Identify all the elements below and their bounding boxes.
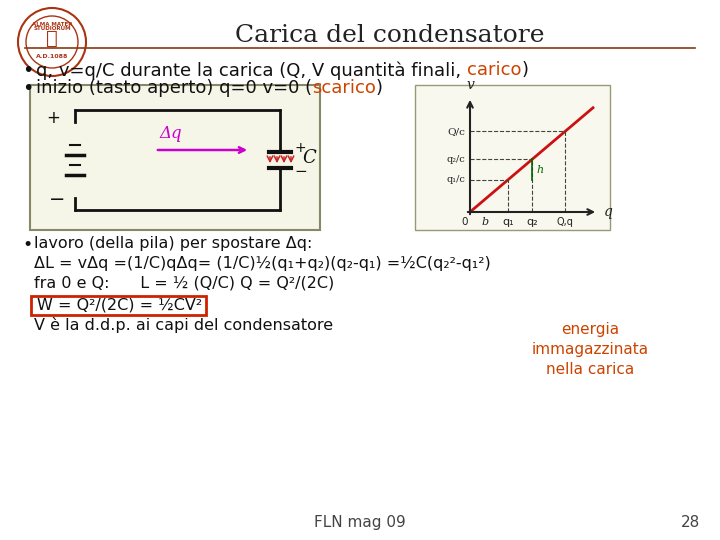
Text: A.D.1088: A.D.1088	[36, 53, 68, 58]
Text: ): )	[521, 61, 528, 79]
Text: b: b	[482, 217, 489, 227]
Text: q₁/c: q₁/c	[446, 176, 465, 184]
Text: q₁: q₁	[502, 217, 514, 227]
Text: •: •	[22, 79, 33, 98]
Text: •: •	[22, 61, 33, 80]
Text: Carica del condensatore: Carica del condensatore	[235, 24, 545, 47]
Text: inizio (tasto aperto) q=0 v=0 (: inizio (tasto aperto) q=0 v=0 (	[36, 79, 312, 97]
Text: ): )	[376, 79, 383, 97]
Text: V è la d.d.p. ai capi del condensatore: V è la d.d.p. ai capi del condensatore	[34, 317, 333, 333]
FancyBboxPatch shape	[31, 296, 206, 315]
Text: ALMA MATER: ALMA MATER	[32, 22, 72, 26]
Text: ΔL = vΔq =(1/C)qΔq= (1/C)½(q₁+q₂)(q₂-q₁) =½C(q₂²-q₁²): ΔL = vΔq =(1/C)qΔq= (1/C)½(q₁+q₂)(q₂-q₁)…	[34, 256, 491, 271]
Text: Q/c: Q/c	[447, 127, 465, 136]
Text: scarico: scarico	[312, 79, 376, 97]
Text: q₂/c: q₂/c	[446, 155, 465, 164]
Text: C: C	[302, 149, 316, 167]
Text: energia
immagazzinata
nella carica: energia immagazzinata nella carica	[531, 322, 649, 376]
Text: Q,q: Q,q	[557, 217, 573, 227]
FancyBboxPatch shape	[30, 85, 320, 230]
Text: •: •	[22, 236, 32, 254]
Text: Δq: Δq	[160, 125, 183, 142]
Text: ⛪: ⛪	[46, 29, 58, 48]
Text: fra 0 e Q:      L = ½ (Q/C) Q = Q²/(2C): fra 0 e Q: L = ½ (Q/C) Q = Q²/(2C)	[34, 275, 334, 290]
Text: +: +	[46, 109, 60, 127]
Text: −: −	[49, 191, 66, 210]
Text: h: h	[536, 165, 543, 174]
FancyBboxPatch shape	[415, 85, 610, 230]
Text: carico: carico	[467, 61, 521, 79]
Text: lavoro (della pila) per spostare Δq:: lavoro (della pila) per spostare Δq:	[34, 236, 312, 251]
Text: W = Q²/(2C) = ½CV²: W = Q²/(2C) = ½CV²	[37, 298, 202, 313]
Text: +: +	[294, 141, 305, 155]
Text: v: v	[466, 78, 474, 92]
Text: STUDIORUM: STUDIORUM	[33, 26, 71, 31]
Text: 0: 0	[462, 217, 468, 227]
Text: FLN mag 09: FLN mag 09	[314, 515, 406, 530]
Text: q, v=q/C durante la carica (Q, V quantità finali,: q, v=q/C durante la carica (Q, V quantit…	[36, 61, 467, 79]
Text: 28: 28	[680, 515, 700, 530]
Text: q₂: q₂	[526, 217, 538, 227]
Text: −: −	[294, 165, 307, 179]
Text: q: q	[604, 205, 613, 219]
